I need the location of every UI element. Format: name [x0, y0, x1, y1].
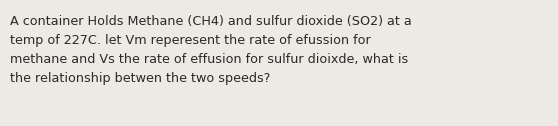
Text: A container Holds Methane (CH4) and sulfur dioxide (SO2) at a
temp of 227C. let : A container Holds Methane (CH4) and sulf… [10, 15, 412, 85]
